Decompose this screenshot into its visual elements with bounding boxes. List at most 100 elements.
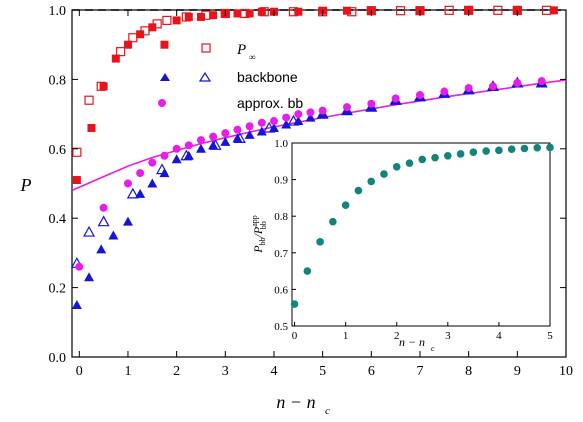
main-x-tick-label-7: 7 <box>416 364 423 379</box>
legend-marker-square-open <box>201 43 211 53</box>
inset-point-10 <box>418 155 427 164</box>
point-s4-26 <box>513 78 522 87</box>
inset-point-11 <box>431 153 439 162</box>
point-s1-19 <box>342 6 351 15</box>
inset-data-points <box>290 143 554 308</box>
inset-y-tick-label-5: 1.0 <box>274 138 288 150</box>
legend-marker-circle-filled <box>158 99 166 107</box>
point-s4-12 <box>245 122 254 131</box>
point-s3-11 <box>208 140 219 150</box>
point-s4-10 <box>221 129 230 138</box>
point-s3-17 <box>281 119 292 129</box>
point-s0-0 <box>72 147 82 157</box>
point-s4-11 <box>233 125 242 134</box>
inset-x-tick-label-1: 1 <box>343 330 349 342</box>
point-s1-10 <box>196 12 205 21</box>
point-s4-16 <box>294 110 303 119</box>
legend: P ∞ backbone approx. bb <box>158 42 303 111</box>
inset-x-tick-label-3: 3 <box>445 330 451 342</box>
inset-point-3 <box>329 217 337 226</box>
point-s2-3 <box>126 187 139 199</box>
legend-label-p: P <box>236 42 246 58</box>
main-y-tick-label-0: 0.0 <box>49 351 67 366</box>
main-plot: 0 1 2 3 4 5 6 7 8 9 10 0.00.20.40.60.81.0 P n − n … <box>20 4 574 417</box>
point-s3-13 <box>232 133 243 143</box>
main-y-tick-label-2: 0.4 <box>49 212 67 227</box>
point-s4-25 <box>488 82 497 91</box>
point-s1-8 <box>172 16 181 25</box>
inset-y-axis-title: Pbb/Pappbb <box>250 215 268 254</box>
point-s1-4 <box>123 40 132 49</box>
point-s3-10 <box>195 143 206 153</box>
inset-x-axis-title-text: n − n <box>399 335 425 349</box>
point-s3-3 <box>108 230 119 240</box>
point-s4-18 <box>318 106 327 115</box>
inset-point-6 <box>367 177 375 186</box>
point-s4-27 <box>537 77 546 86</box>
point-s1-3 <box>111 54 120 63</box>
point-s4-2 <box>123 179 132 188</box>
inset-ylabel-p1: P <box>251 245 265 254</box>
point-s0-19 <box>444 5 454 15</box>
inset-y-tick-label-4: 0.9 <box>274 175 288 187</box>
main-x-axis-title-text: n − n <box>276 392 315 412</box>
point-s0-3 <box>116 47 126 57</box>
point-s4-7 <box>184 141 193 150</box>
legend-marker-triangle-open <box>198 71 212 82</box>
point-s4-20 <box>367 99 376 108</box>
main-y-tick-label-1: 0.2 <box>49 282 67 297</box>
inset-point-19 <box>533 143 542 152</box>
point-s3-9 <box>183 150 194 160</box>
point-s4-5 <box>160 151 169 160</box>
point-s1-1 <box>87 123 96 132</box>
point-s4-8 <box>196 136 205 145</box>
main-y-axis-title: P <box>20 175 32 195</box>
inset-plot-background <box>292 143 550 326</box>
inset-y-ticks: 0.5 0.6 0.7 0.8 0.9 1.0 <box>274 138 296 333</box>
main-y-tick-label-5: 1.0 <box>49 4 67 19</box>
legend-label-approx-bb: approx. bb <box>237 95 303 111</box>
point-s0-7 <box>162 15 172 26</box>
inset-point-4 <box>341 201 350 210</box>
main-x-tick-label-3: 3 <box>222 364 229 379</box>
point-s4-23 <box>440 87 449 96</box>
main-x-axis-title-sub: c <box>325 405 330 417</box>
legend-entry-backbone: backbone <box>160 69 298 85</box>
point-s3-19 <box>305 112 316 122</box>
inset-point-1 <box>303 267 312 275</box>
point-s4-4 <box>148 158 157 167</box>
point-s3-15 <box>256 126 267 136</box>
main-x-tick-label-4: 4 <box>270 364 277 379</box>
legend-entry-approx-bb: approx. bb <box>158 95 303 111</box>
main-x-axis-title: n − n c <box>276 392 330 417</box>
main-y-ticks: 0.0 0.2 0.4 0.6 0.8 1.0 <box>49 4 566 366</box>
main-y-tick-label-4: 0.8 <box>49 73 67 88</box>
inset-point-5 <box>354 186 363 195</box>
point-s4-24 <box>464 84 473 93</box>
point-s3-0 <box>71 299 82 309</box>
point-s3-8 <box>171 154 182 164</box>
inset-x-tick-label-4: 4 <box>496 330 502 342</box>
inset-x-tick-label-0: 0 <box>292 330 298 342</box>
point-s1-6 <box>148 23 157 32</box>
inset-y-tick-label-1: 0.6 <box>274 284 288 296</box>
inset-y-tick-label-2: 0.7 <box>274 248 288 260</box>
point-s4-13 <box>257 118 266 127</box>
point-s1-13 <box>233 9 242 18</box>
inset-point-0 <box>290 300 299 308</box>
point-s3-18 <box>293 116 304 126</box>
point-s4-9 <box>209 132 218 141</box>
point-s3-14 <box>244 129 255 139</box>
inset-x-tick-label-2: 2 <box>394 330 400 342</box>
point-s3-4 <box>122 216 133 226</box>
point-s1-0 <box>72 176 81 185</box>
inset-point-2 <box>316 238 324 246</box>
point-s1-9 <box>184 12 193 21</box>
point-s4-17 <box>306 108 315 117</box>
point-s3-7 <box>159 168 170 178</box>
main-x-tick-label-8: 8 <box>465 364 472 379</box>
inset-ylabel-sub2: bb <box>259 221 268 229</box>
inset-x-tick-label-5: 5 <box>547 330 553 342</box>
